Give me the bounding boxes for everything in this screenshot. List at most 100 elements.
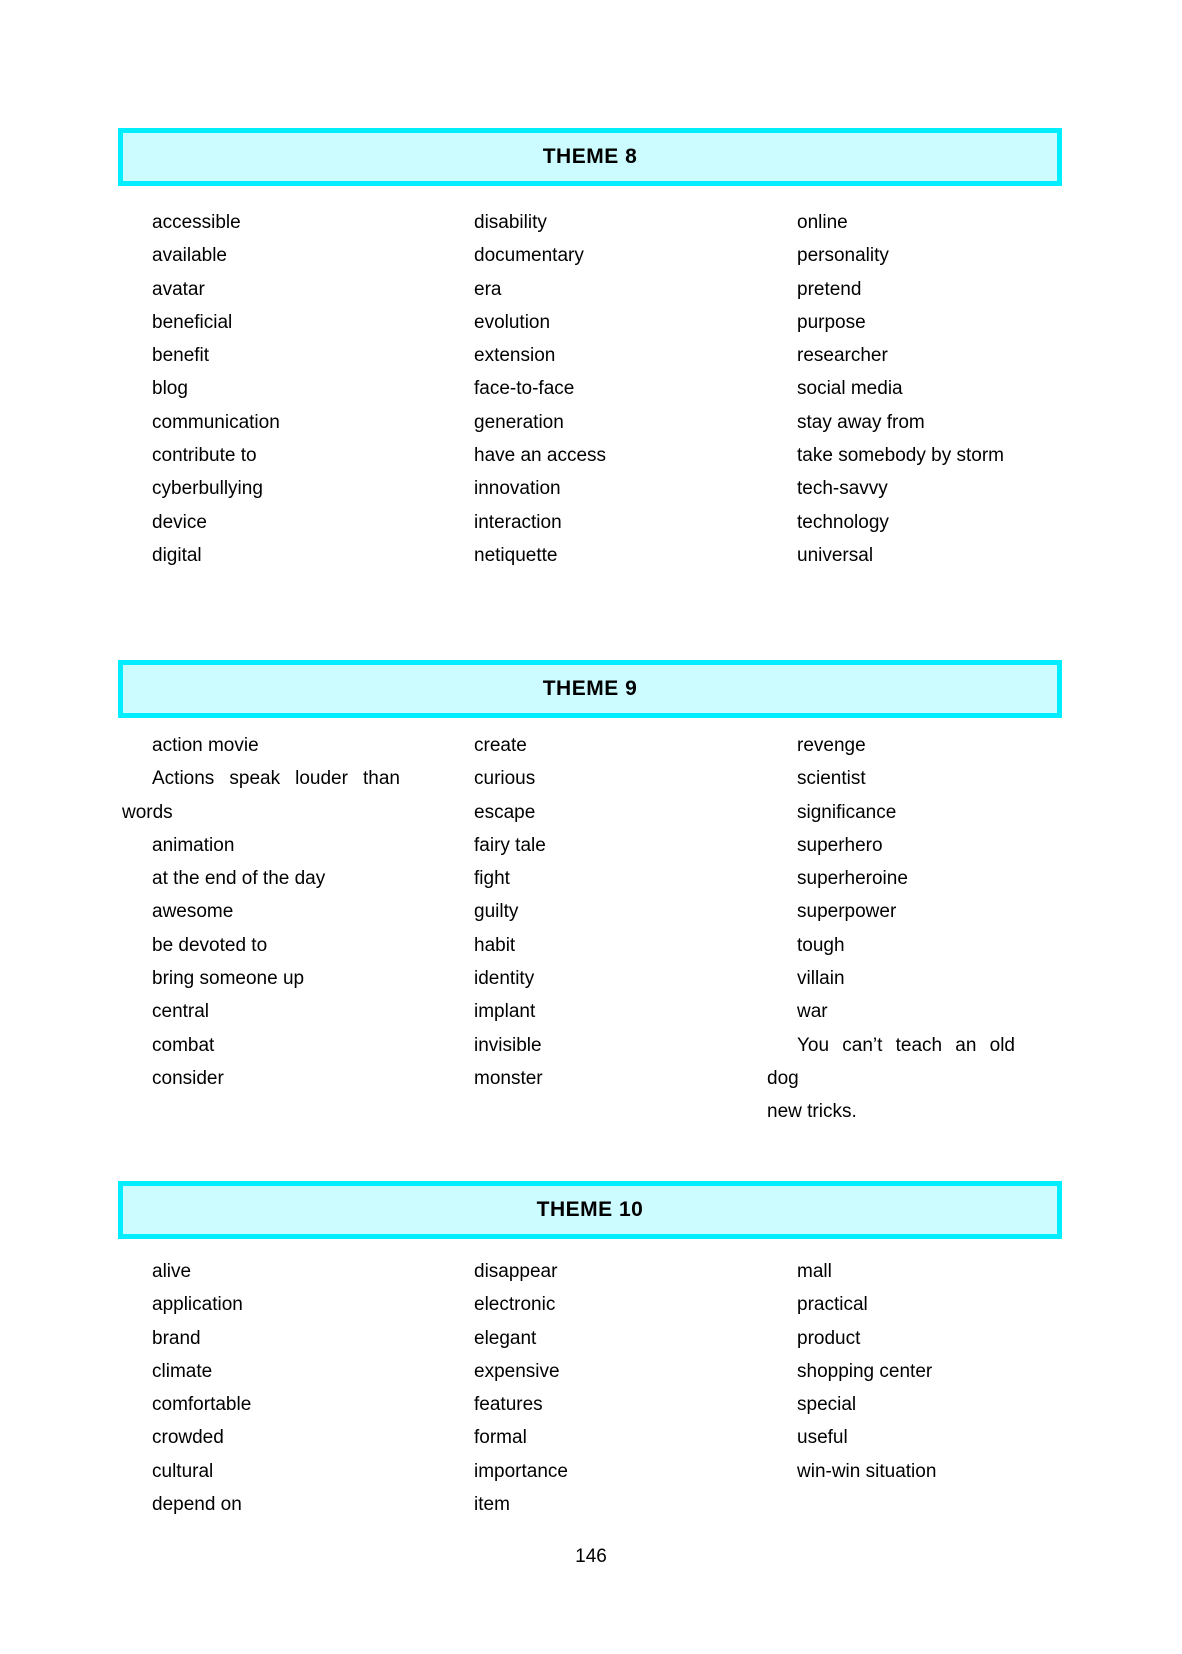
word-entry: bring someone up [152,968,305,990]
word-entry: guilty [474,901,519,923]
word-entry: implant [474,1001,536,1023]
word-entry: social media [797,378,903,400]
word-entry: be devoted to [152,934,268,956]
page-number: 146 [575,1546,607,1567]
word-entry: climate [152,1360,213,1382]
theme-title: THEME 9 [542,677,638,700]
word-entry: fight [474,868,510,890]
word-entry: escape [474,801,536,823]
word-entry: shopping center [797,1360,933,1382]
word-entry: benefit [152,345,210,367]
word-entry: beneficial [152,311,233,333]
word-entry: researcher [797,345,888,367]
theme-title-box: THEME 8 [118,128,1062,186]
word-entry: disappear [474,1261,558,1282]
word-column: disappear electronic elegant expensive featu… [444,1255,722,1521]
word-entry: significance [797,801,897,823]
word-entry: war [797,1001,828,1023]
word-entry: formal [474,1427,527,1449]
word-entry: identity [474,968,535,990]
word-entry: animation [152,834,235,856]
word-entry: You can’t teach an old dog new tricks. [767,1029,1015,1129]
word-entry: tough [797,934,845,956]
word-entry: monster [474,1067,543,1089]
word-entry: interaction [474,511,562,533]
word-entry: item [474,1494,510,1516]
word-entry: tech-savvy [797,478,888,500]
word-entry: practical [797,1294,868,1316]
word-entry: Actions speak louder than words [122,762,400,829]
word-entry: device [152,511,207,533]
word-entry: superpower [797,901,897,923]
word-entry: superhero [797,834,883,856]
word-entry: combat [152,1034,215,1056]
word-entry: revenge [797,735,866,756]
word-entry: win-win situation [797,1460,937,1482]
theme-title-box: THEME 10 [118,1181,1062,1239]
word-entry: curious [474,768,536,790]
word-column: create curious escape fairy tale fight guilty… [444,729,722,1095]
word-entry: stay away from [797,411,925,433]
word-column: disability documentary era evolution extensi… [444,206,722,572]
word-entry: have an access [474,445,607,467]
word-entry: application [152,1294,243,1316]
word-entry: electronic [474,1294,556,1316]
word-entry: useful [797,1427,848,1449]
word-entry: fairy tale [474,834,546,856]
theme-title: THEME 10 [536,1198,644,1221]
word-column: online personality pretend purpose researche… [767,206,1015,572]
word-entry: innovation [474,478,561,500]
phrase-line-1: Actions speak louder than [152,768,400,790]
word-entry: communication [152,411,280,433]
word-entry: evolution [474,311,551,333]
word-entry: blog [152,378,188,400]
word-entry: scientist [797,768,866,790]
word-entry: habit [474,934,516,956]
phrase-line-2: words [122,801,173,823]
word-entry: avatar [152,278,205,300]
phrase-line-1: You can’t teach an old dog [767,1034,1015,1089]
word-entry: contribute to [152,445,257,467]
word-entry: era [474,278,502,300]
word-entry: face-to-face [474,378,575,400]
word-entry: accessible [152,212,241,233]
word-entry: awesome [152,901,234,923]
word-entry: personality [797,245,889,267]
word-entry: technology [797,511,889,533]
word-entry: documentary [474,245,584,267]
word-entry: take somebody by storm [797,445,1004,467]
word-entry: generation [474,411,564,433]
word-column: alive application brand climate comfortable c… [122,1255,400,1521]
word-entry: mall [797,1261,832,1282]
word-entry: importance [474,1460,568,1482]
word-entry: universal [797,544,874,566]
word-entry: consider [152,1067,224,1089]
word-entry: special [797,1394,857,1416]
word-entry: depend on [152,1494,242,1516]
word-entry: alive [152,1261,192,1282]
word-entry: digital [152,544,202,566]
word-entry: online [797,212,848,233]
word-entry: expensive [474,1360,560,1382]
word-entry: netiquette [474,544,558,566]
word-entry: superheroine [797,868,908,890]
theme-title: THEME 8 [542,145,638,168]
word-column: action movie Actions speak louder than wor… [122,729,400,1095]
word-column: mall practical product shopping center speci… [767,1255,1015,1488]
word-entry: invisible [474,1034,542,1056]
word-entry: pretend [797,278,862,300]
word-entry: comfortable [152,1394,252,1416]
word-entry: crowded [152,1427,224,1449]
word-entry: elegant [474,1327,537,1349]
word-entry: features [474,1394,543,1416]
word-entry: action movie [152,735,259,756]
phrase-line-2: new tricks. [767,1101,857,1123]
theme-title-box: THEME 9 [118,660,1062,718]
word-entry: product [797,1327,861,1349]
word-entry: disability [474,212,547,233]
word-entry: central [152,1001,210,1023]
word-entry: purpose [797,311,866,333]
word-column: revenge scientist significance superhero sup… [767,729,1015,1129]
word-entry: available [152,245,227,267]
